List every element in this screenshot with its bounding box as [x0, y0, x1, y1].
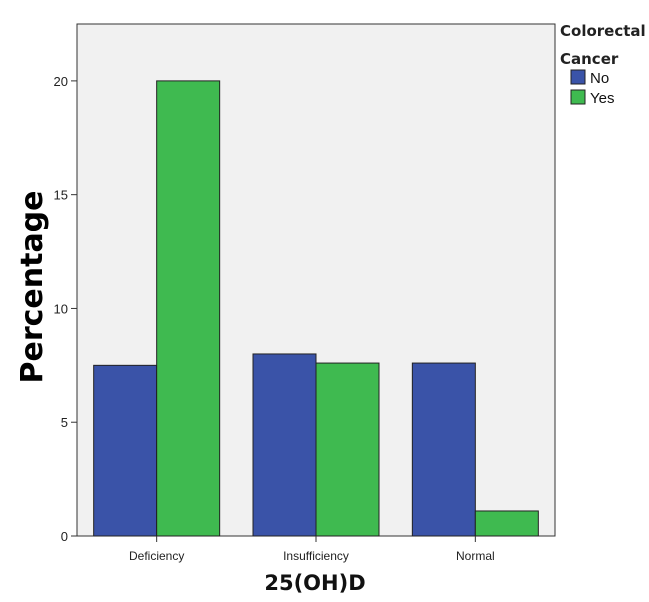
bars-group [93, 80, 539, 537]
y-axis-title: Percentage [15, 190, 50, 383]
y-tick-label: 20 [54, 74, 68, 89]
legend-swatch-no [570, 69, 586, 85]
y-tick-label: 5 [61, 415, 68, 430]
bar-no-deficiency [93, 364, 158, 537]
x-axis-tick-labels: Deficiency Insufficiency Normal [129, 536, 495, 563]
y-tick-label: 0 [61, 529, 68, 544]
x-tick-label: Normal [456, 549, 495, 563]
x-tick-label: Deficiency [129, 549, 184, 563]
legend-title-line1: Colorectal [560, 22, 646, 40]
bar-yes-normal [474, 510, 539, 537]
y-axis-ticks: 0 5 10 15 20 [54, 74, 77, 544]
legend-items: No Yes [570, 69, 614, 107]
legend-title-line2: Cancer [560, 50, 619, 68]
bar-no-insufficiency [252, 353, 317, 537]
bar-yes-deficiency [156, 80, 221, 537]
bar-no-normal [411, 362, 476, 537]
legend-label-no: No [590, 70, 609, 87]
y-tick-label: 15 [54, 188, 68, 203]
y-tick-label: 10 [54, 301, 68, 316]
x-tick-label: Insufficiency [283, 549, 349, 563]
x-axis-title: 25(OH)D [264, 571, 365, 595]
bar-yes-insufficiency [315, 362, 380, 537]
legend-label-yes: Yes [590, 90, 614, 107]
legend-swatch-yes [570, 89, 586, 105]
legend: Colorectal Cancer No Yes [560, 22, 646, 107]
